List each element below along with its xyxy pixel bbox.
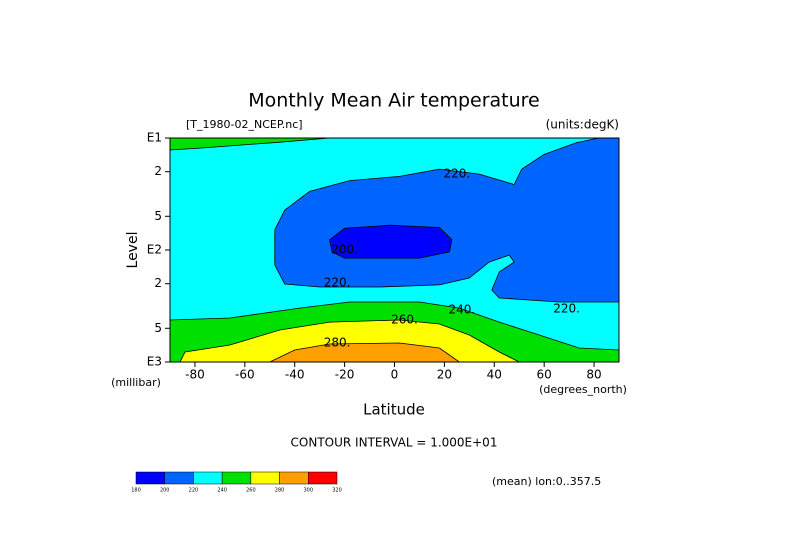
y-tick-label: E1	[147, 131, 162, 145]
x-tick-label: -40	[285, 368, 305, 382]
colorbar-label: 240	[217, 488, 227, 494]
y-tick-label: E2	[147, 243, 162, 257]
contour-label: 260.	[391, 313, 418, 327]
contour-label: 220.	[444, 167, 471, 181]
y-tick-label: 5	[154, 209, 162, 223]
contour-label: 280.	[324, 336, 351, 350]
colorbar-label: 280	[275, 488, 285, 494]
contour-label: 200.	[331, 243, 358, 257]
colorbar-swatch	[164, 471, 194, 485]
x-axis-label: Latitude	[363, 401, 425, 419]
colorbar-label: 220	[189, 488, 199, 494]
contour-label: 220.	[553, 301, 580, 315]
colorbar-label: 260	[246, 488, 256, 494]
x-tick-label: -20	[335, 368, 355, 382]
y-tick-label: E3	[147, 355, 162, 369]
colorbar-label: 320	[332, 488, 342, 494]
colorbar-label: 300	[304, 488, 314, 494]
colorbar-label: 200	[160, 488, 170, 494]
units-label: (units:degK)	[546, 118, 619, 132]
y-tick-label: 5	[154, 321, 162, 335]
subtitle: [T_1980-02_NCEP.nc]	[186, 118, 303, 131]
x-tick-label: 80	[586, 368, 601, 382]
contour-fill	[274, 138, 619, 303]
contour-interval: CONTOUR INTERVAL = 1.000E+01	[291, 436, 498, 450]
contour-fill	[170, 138, 330, 151]
y-tick-label: 2	[154, 276, 162, 290]
colorbar-swatch	[135, 471, 165, 485]
x-tick-label: -80	[185, 368, 205, 382]
contour-fill	[329, 224, 453, 259]
contour-label: 220.	[324, 275, 351, 289]
colorbar-swatch	[250, 471, 280, 485]
x-tick-label: 0	[391, 368, 399, 382]
colorbar-swatch	[279, 471, 309, 485]
colorbar-label: 180	[131, 488, 141, 494]
y-unit: (millibar)	[111, 376, 161, 389]
x-tick-label: 20	[437, 368, 452, 382]
colorbar-swatch	[221, 471, 252, 485]
contour-label: 240.	[448, 303, 475, 317]
x-tick-label: -60	[235, 368, 255, 382]
footer-note: (mean) lon:0..357.5	[492, 475, 601, 488]
contour-fill	[269, 342, 461, 362]
colorbar-swatch	[193, 471, 223, 485]
chart-title: Monthly Mean Air temperature	[248, 90, 539, 112]
x-tick-label: 60	[537, 368, 552, 382]
y-tick-label: 2	[154, 164, 162, 178]
x-unit: (degrees_north)	[539, 383, 627, 396]
y-axis-label: Level	[125, 232, 141, 269]
x-tick-label: 40	[487, 368, 502, 382]
colorbar-swatch	[308, 471, 338, 485]
